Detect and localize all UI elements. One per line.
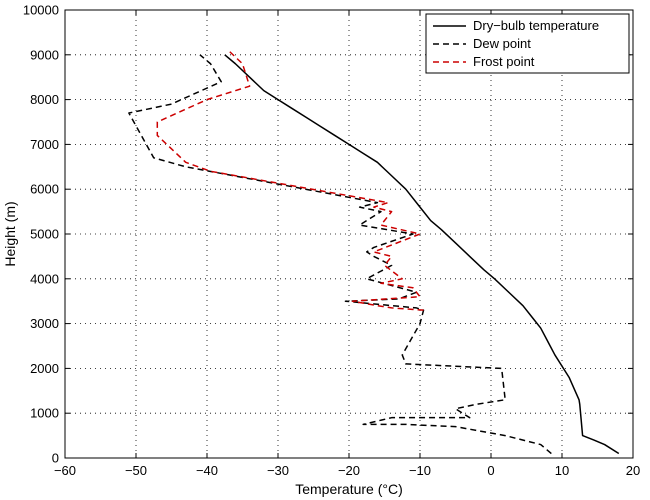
y-tick-label: 3000 (30, 316, 59, 331)
x-tick-label: 20 (626, 463, 640, 478)
legend: Dry−bulb temperature Dew point Frost poi… (425, 13, 630, 74)
y-tick-label: 8000 (30, 92, 59, 107)
y-tick-label: 2000 (30, 361, 59, 376)
x-tick-label: −40 (196, 463, 218, 478)
x-tick-label: −30 (267, 463, 289, 478)
series-layer (128, 49, 620, 455)
x-tick-label: −50 (125, 463, 147, 478)
y-tick-label: 0 (52, 451, 59, 466)
y-tick-label: 4000 (30, 271, 59, 286)
series-line-0 (224, 54, 620, 455)
legend-label-dry-bulb: Dry−bulb temperature (473, 18, 599, 33)
x-tick-label: 10 (555, 463, 569, 478)
y-tick-label: 1000 (30, 406, 59, 421)
tick-labels: −60 −50 −40 −30 −20 −10 0 10 20 0 1000 2000 3000 4000… (23, 3, 640, 479)
plot-area (65, 10, 633, 458)
y-tick-label: 10000 (23, 3, 59, 18)
legend-box (425, 13, 630, 74)
y-tick-label: 6000 (30, 182, 59, 197)
y-tick-label: 9000 (30, 47, 59, 62)
series-line-2 (156, 49, 424, 311)
x-tick-label: −10 (409, 463, 431, 478)
legend-label-dew-point: Dew point (473, 36, 531, 51)
x-tick-label: 0 (487, 463, 494, 478)
x-tick-label: −20 (338, 463, 360, 478)
series-line-1 (128, 54, 552, 455)
x-tick-label: −60 (54, 463, 76, 478)
legend-label-frost-point: Frost point (473, 54, 535, 69)
y-axis-label: Height (m) (2, 201, 18, 266)
y-tick-label: 7000 (30, 137, 59, 152)
y-tick-label: 5000 (30, 227, 59, 242)
x-axis-label: Temperature (°C) (295, 481, 403, 497)
ticks (64, 9, 634, 459)
